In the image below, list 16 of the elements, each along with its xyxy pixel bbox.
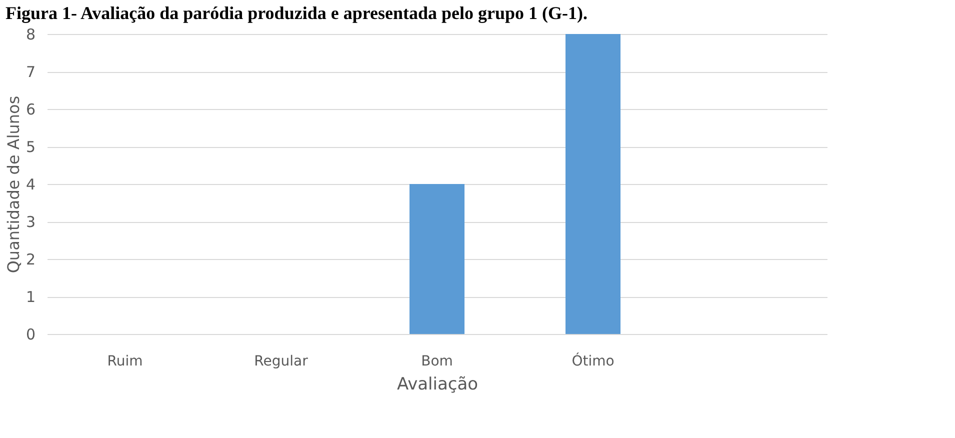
x-tick-label: Ótimo: [572, 352, 614, 370]
y-tick-label: 5: [26, 138, 36, 156]
y-tick-label: 0: [26, 326, 36, 344]
x-tick-label: Ruim: [107, 354, 143, 370]
y-tick-label: 2: [26, 250, 36, 268]
y-tick-label: 1: [26, 288, 36, 306]
y-tick-label: 4: [26, 176, 36, 194]
y-tick-label: 8: [26, 26, 36, 44]
x-tick-label: Regular: [254, 354, 308, 370]
x-tick-label: Bom: [421, 354, 453, 370]
chart-title: Figura 1- Avaliação da paródia produzida e apresentada pelo grupo 1 (G-1).: [5, 3, 588, 23]
y-tick-label: 3: [26, 213, 36, 231]
x-axis-title: Avaliação: [396, 374, 478, 394]
y-tick-label: 7: [26, 63, 36, 81]
y-axis-title: Quantidade de Alunos: [4, 96, 23, 274]
y-tick-label: 6: [26, 100, 36, 118]
